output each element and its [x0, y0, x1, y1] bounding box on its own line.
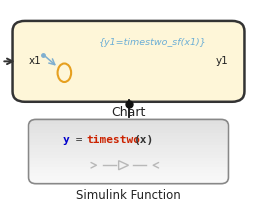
Bar [30, 179, 227, 183]
Bar [30, 167, 227, 170]
Bar [30, 124, 227, 127]
Text: y: y [63, 135, 70, 145]
Bar [30, 145, 227, 148]
Bar [30, 136, 227, 139]
Bar [30, 161, 227, 164]
Bar [30, 164, 227, 167]
Text: y1: y1 [216, 56, 228, 66]
Bar [30, 121, 227, 124]
Text: Simulink Function: Simulink Function [76, 189, 181, 202]
Bar [30, 170, 227, 173]
Text: =: = [69, 135, 89, 145]
Bar [30, 173, 227, 176]
Bar [30, 148, 227, 152]
Text: (x): (x) [134, 135, 154, 145]
FancyBboxPatch shape [13, 21, 244, 102]
Bar [30, 155, 227, 158]
Bar [30, 127, 227, 130]
Text: timestwo: timestwo [87, 135, 141, 145]
Bar [30, 176, 227, 179]
Bar [30, 130, 227, 133]
Bar [30, 142, 227, 145]
Text: {y1=timestwo_sf(x1)}: {y1=timestwo_sf(x1)} [99, 38, 207, 47]
Bar [30, 152, 227, 155]
Text: x1: x1 [29, 56, 41, 66]
Text: Chart: Chart [111, 106, 146, 119]
Bar [30, 133, 227, 136]
Bar [30, 139, 227, 142]
Bar [30, 158, 227, 161]
